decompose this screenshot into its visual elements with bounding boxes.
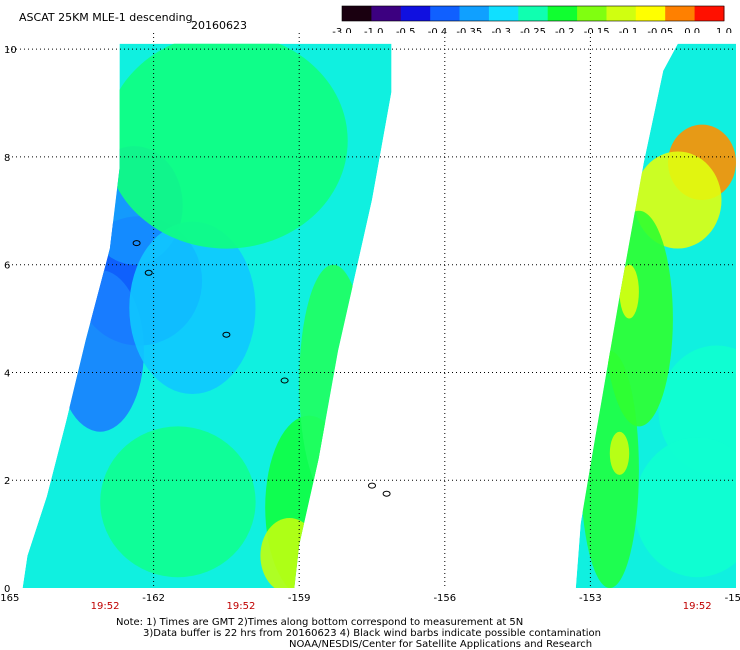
colorbar-tick-11: 0.0 [684,27,700,38]
colorbar-tick-6: -0.25 [520,27,546,38]
time-label-1: 19:52 [227,601,256,612]
colorbar-swatch-2 [400,6,431,21]
colorbar-swatch-1 [371,6,402,21]
y-tick-label-5: 10 [4,45,17,56]
colorbar-tick-12: 1.0 [716,27,732,38]
y-tick-label-2: 4 [4,368,10,379]
y-tick-label-4: 8 [4,153,10,164]
colorbar-tick-4: -0.35 [456,27,482,38]
y-tick-label-0: 0 [4,584,10,595]
time-label-2: 19:52 [683,601,712,612]
y-tick-label-1: 2 [4,476,10,487]
plot-area [8,33,736,588]
x-tick-label-0: -165 [0,593,19,604]
swath-east-region-3 [634,437,736,578]
island-outlines [132,240,391,497]
colorbar-swatch-10 [635,6,666,21]
note-line-3: NOAA/NESDIS/Center for Satellite Applica… [289,639,592,650]
chart-title: ASCAT 25KM MLE-1 descending [19,11,193,24]
y-tick-label-3: 6 [4,261,10,272]
island-2 [222,331,231,338]
colorbar-tick-8: -0.15 [584,27,610,38]
y-axis: 0 2 4 6 8 10 [4,45,17,595]
chart-date: 20160623 [191,19,247,32]
colorbar-swatch-0 [342,6,372,21]
x-tick-label-2: -159 [288,593,311,604]
colorbar-tick-2: -0.5 [396,27,416,38]
swath-west-region-7 [105,43,348,249]
colorbar-swatch-11 [665,6,696,21]
colorbar-swatch-12 [694,6,725,21]
colorbar: -3.0 -1.0 -0.5 -0.4 -0.35 -0.3 -0.25 -0.2 -0.15-… [332,5,732,38]
island-3 [280,377,289,384]
colorbar-tick-0: -3.0 [332,27,352,38]
swath-east-region-1 [634,151,722,249]
swath-west [22,43,392,588]
note-line-1: Note: 1) Times are GMT 2)Times along bot… [116,617,523,628]
swath-east-region-7 [619,264,639,319]
time-labels: 19:52 19:52 19:52 [91,601,712,612]
swath-east-region-6 [609,431,630,475]
x-tick-label-3: -156 [433,593,456,604]
colorbar-swatch-4 [459,6,490,21]
island-4 [368,482,376,489]
colorbar-frame [341,5,725,22]
colorbar-tick-10: -0.05 [647,27,673,38]
time-label-0: 19:52 [91,601,120,612]
colorbar-swatch-7 [547,6,578,21]
x-tick-label-4: -153 [579,593,602,604]
colorbar-tick-7: -0.2 [555,27,575,38]
swath-layer [22,43,736,588]
island-0 [132,240,141,247]
colorbar-swatch-3 [430,6,461,21]
colorbar-tick-1: -1.0 [364,27,384,38]
island-1 [144,269,153,276]
colorbar-tick-9: -0.1 [619,27,639,38]
island-5 [382,490,391,497]
colorbar-swatch-5 [488,6,519,21]
grid-lines [8,33,736,588]
swath-west-region-8 [100,426,256,578]
colorbar-swatch-8 [577,6,607,21]
colorbar-tick-5: -0.3 [491,27,511,38]
colorbar-swatch-9 [606,6,637,21]
colorbar-tick-3: -0.4 [428,27,448,38]
note-line-2: 3)Data buffer is 22 hrs from 20160623 4)… [143,628,601,639]
x-tick-label-5: -150 [725,593,740,604]
x-axis: -165 -162 -159 -156 -153 -150 [0,593,740,604]
colorbar-swatch-6 [518,6,549,21]
x-tick-label-1: -162 [142,593,165,604]
